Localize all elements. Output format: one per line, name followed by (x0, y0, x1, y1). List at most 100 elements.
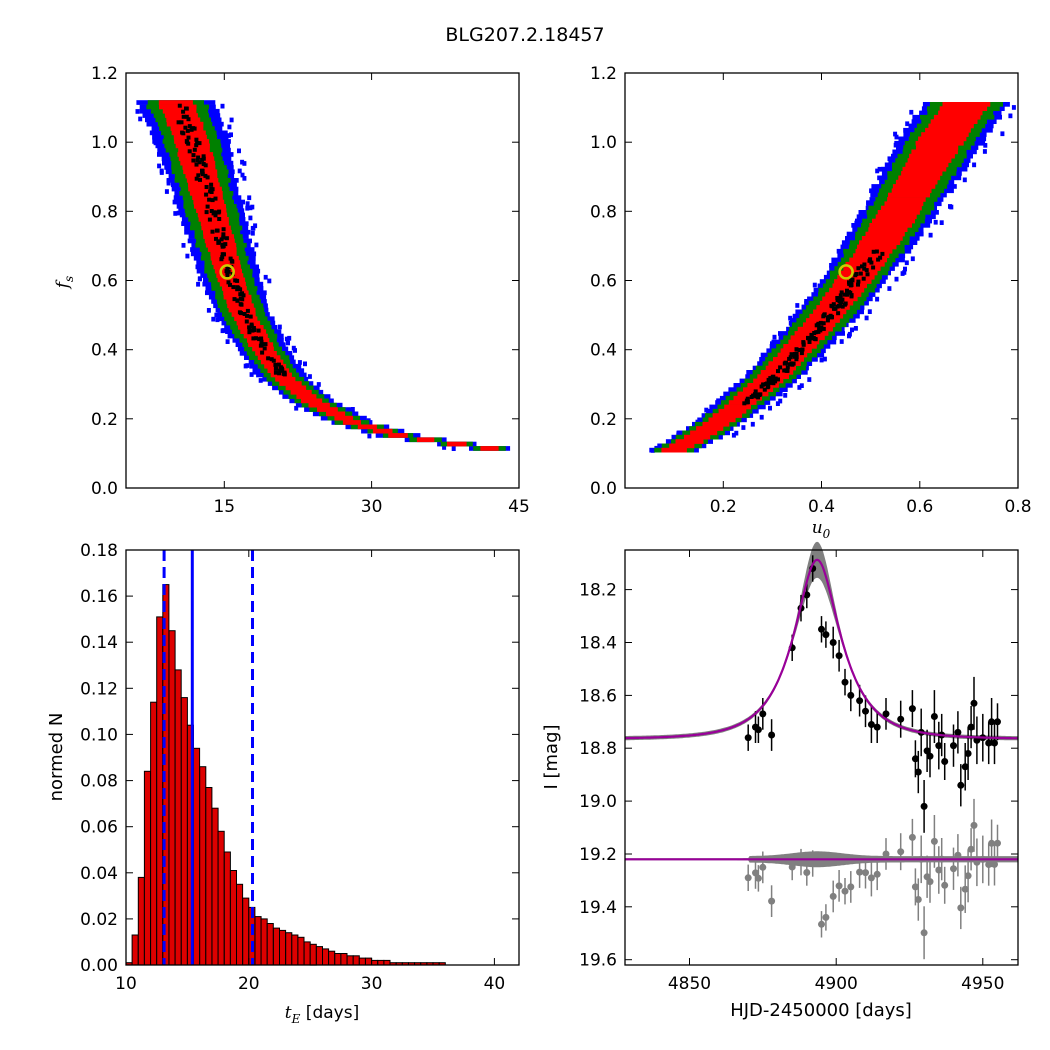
region-4sigma-outlier (286, 340, 290, 346)
region-2sigma (805, 318, 840, 323)
region-1sigma (797, 348, 802, 352)
data-point (961, 763, 969, 771)
region-4sigma-outlier (750, 421, 755, 427)
region-1sigma (195, 141, 200, 146)
region-4sigma-outlier (909, 109, 914, 115)
region-2sigma (166, 117, 201, 123)
region-1sigma (245, 308, 250, 313)
region-2sigma (859, 240, 901, 245)
region-1sigma (194, 137, 199, 142)
region-2sigma (675, 439, 704, 444)
region-1sigma (180, 130, 185, 135)
histogram-bar (223, 851, 231, 966)
region-1sigma (210, 229, 215, 234)
x-axis-label-main: u (812, 518, 823, 538)
region-1sigma (794, 357, 799, 362)
region-2sigma (416, 437, 435, 443)
region-4sigma-outlier (277, 324, 282, 330)
region-4sigma-outlier (248, 215, 253, 221)
region-1sigma (241, 293, 246, 298)
region-4sigma-outlier (159, 170, 164, 175)
region-4sigma-outlier (676, 430, 681, 436)
region-1sigma (216, 210, 221, 215)
region-4sigma-outlier (181, 243, 186, 248)
residual-point (862, 869, 869, 877)
region-2sigma (837, 274, 875, 280)
region-1sigma (280, 366, 284, 371)
region-2sigma (891, 188, 932, 194)
region-4sigma-outlier (166, 178, 171, 184)
region-4sigma-outlier (910, 256, 915, 262)
region-2sigma (921, 132, 969, 137)
region-4sigma-outlier (164, 189, 169, 194)
region-1sigma (768, 380, 773, 385)
region-1sigma (742, 401, 747, 406)
region-1sigma (228, 282, 232, 287)
region-1sigma (244, 319, 249, 324)
region-4sigma-outlier (983, 143, 988, 148)
data-point (994, 718, 1001, 726)
y-tick-label: 18.6 (579, 686, 617, 706)
region-1sigma (240, 297, 245, 302)
region-1sigma (850, 278, 855, 283)
region-2sigma (669, 443, 695, 449)
region-4sigma-outlier (775, 401, 780, 406)
region-1sigma (818, 320, 823, 325)
region-1sigma (189, 127, 194, 132)
region-2sigma (909, 153, 955, 159)
region-2sigma (712, 413, 743, 418)
region-4sigma-outlier (797, 385, 802, 390)
region-1sigma (183, 125, 188, 130)
data-point (882, 710, 890, 718)
region-2sigma (174, 139, 210, 144)
region-4sigma-outlier (894, 134, 899, 140)
region-2sigma (164, 113, 198, 118)
data-point (759, 710, 767, 718)
best-fit-marker (219, 264, 235, 280)
region-1sigma (254, 336, 259, 341)
region-1sigma (245, 313, 249, 318)
region-4sigma-outlier (157, 163, 162, 169)
y-axis-label-main: f (53, 279, 73, 290)
y-tick-label: 0.02 (80, 910, 118, 930)
region-2sigma (317, 407, 338, 412)
region-1sigma (771, 374, 776, 379)
region-4sigma-outlier (819, 357, 824, 363)
region-4sigma-outlier (795, 303, 800, 308)
region-1sigma (864, 268, 869, 273)
region-1sigma (839, 300, 844, 304)
region-2sigma (186, 178, 219, 183)
y-tick-label: 0.6 (590, 272, 617, 292)
region-1sigma (849, 280, 853, 285)
residual-point (914, 896, 922, 903)
region-2sigma (223, 294, 252, 300)
region-1sigma (876, 257, 881, 262)
region-2sigma (743, 387, 774, 392)
region-1sigma (221, 232, 226, 237)
region-1sigma (260, 350, 265, 355)
region-1sigma (247, 327, 252, 332)
region-4sigma-outlier (237, 148, 241, 154)
histogram-bar (309, 943, 317, 966)
x-tick-label: 4900 (815, 974, 858, 994)
region-1sigma (277, 371, 282, 376)
region-2sigma (843, 266, 881, 271)
y-tick-label: 0.04 (80, 864, 118, 884)
data-point (803, 591, 811, 599)
histogram-bar (272, 927, 280, 966)
region-2sigma (708, 417, 736, 423)
region-4sigma-outlier (237, 168, 242, 174)
region-2sigma (718, 408, 747, 414)
y-tick-label: 0.8 (590, 202, 617, 222)
residual-point (835, 882, 843, 890)
region-4sigma-outlier (788, 315, 793, 321)
data-point (835, 652, 843, 660)
region-1sigma (251, 336, 256, 341)
data-point (768, 731, 776, 739)
region-1sigma (856, 282, 860, 287)
region-1sigma (757, 393, 762, 397)
data-point (829, 639, 837, 646)
y-tick-label: 0.2 (91, 410, 118, 430)
region-4sigma-outlier (829, 263, 834, 268)
region-4sigma-outlier (135, 109, 140, 114)
